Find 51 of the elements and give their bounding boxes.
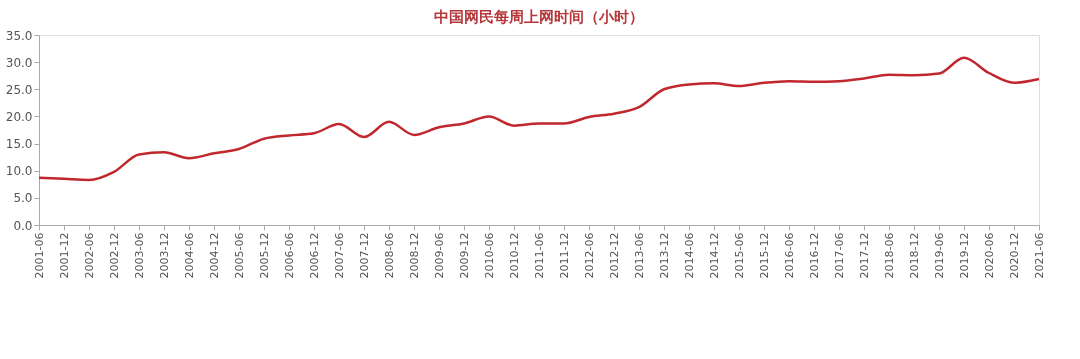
x-tick-label: 2016-06 [782,232,796,279]
x-tick-label: 2005-12 [257,232,271,279]
x-tick-label: 2017-12 [857,232,871,279]
y-tick-label: 20.0 [5,109,33,124]
x-tick-label: 2003-06 [132,232,146,279]
x-tick-label: 2008-06 [382,232,396,279]
x-tick-label: 2019-06 [932,232,946,279]
x-tick-label: 2020-06 [982,232,996,279]
x-tick-label: 2016-12 [807,232,821,279]
y-tick-label: 10.0 [5,164,33,179]
x-tick-label: 2006-12 [307,232,321,279]
x-tick-label: 2018-12 [907,232,921,279]
x-tick-label: 2013-06 [632,232,646,279]
y-tick-label: 0.0 [13,218,33,233]
x-tick-label: 2004-12 [207,232,221,279]
x-tick-label: 2015-06 [732,232,746,279]
x-tick-label: 2020-12 [1007,232,1021,279]
y-tick-label: 25.0 [5,82,33,97]
x-tick-label: 2011-06 [532,232,546,279]
x-tick-label: 2012-12 [607,232,621,279]
x-tick-label: 2012-06 [582,232,596,279]
chart-title: 中国网民每周上网时间（小时） [434,8,644,26]
x-tick-label: 2011-12 [557,232,571,279]
x-tick-label: 2007-06 [332,232,346,279]
x-tick-label: 2007-12 [357,232,371,279]
x-tick-label: 2002-12 [107,232,121,279]
x-tick-label: 2017-06 [832,232,846,279]
y-tick-label: 30.0 [5,55,33,70]
x-tick-label: 2003-12 [157,232,171,279]
x-tick-label: 2001-06 [32,232,46,279]
x-tick-label: 2008-12 [407,232,421,279]
x-tick-label: 2002-06 [82,232,96,279]
x-tick-label: 2014-06 [682,232,696,279]
x-tick-label: 2018-06 [882,232,896,279]
y-tick-label: 35.0 [5,28,33,43]
x-tick-label: 2015-12 [757,232,771,279]
x-tick-label: 2009-06 [432,232,446,279]
x-tick-label: 2005-06 [232,232,246,279]
x-tick-label: 2014-12 [707,232,721,279]
y-tick-label: 5.0 [13,191,33,206]
line-series [37,56,1041,182]
x-tick-label: 2021-06 [1032,232,1046,279]
y-tick-label: 15.0 [5,137,33,152]
x-tick-label: 2019-12 [957,232,971,279]
x-tick-label: 2013-12 [657,232,671,279]
x-tick-label: 2010-12 [507,232,521,279]
x-tick-label: 2001-12 [57,232,71,279]
x-tick-label: 2010-06 [482,232,496,279]
x-tick-label: 2009-12 [457,232,471,279]
x-tick-label: 2006-06 [282,232,296,279]
x-tick-label: 2004-06 [182,232,196,279]
